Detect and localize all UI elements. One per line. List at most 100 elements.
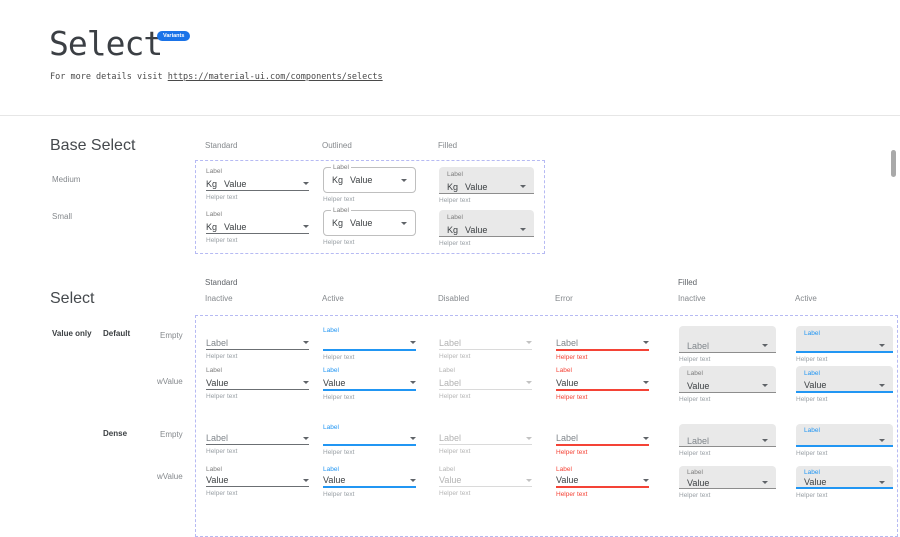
caret-down-icon bbox=[303, 225, 309, 228]
select-field[interactable]: Value bbox=[206, 474, 309, 487]
select-value: Label bbox=[439, 377, 462, 388]
helper-text: Helper text bbox=[206, 194, 238, 201]
select-label: Label bbox=[804, 370, 820, 377]
select-label: Label bbox=[804, 469, 820, 476]
select-field[interactable]: Value bbox=[439, 474, 532, 487]
adornment: Kg bbox=[447, 181, 459, 192]
select-field[interactable]: Kg Value bbox=[206, 177, 309, 191]
select-field[interactable] bbox=[323, 432, 416, 446]
scrollbar-thumb[interactable] bbox=[891, 150, 896, 177]
select-field[interactable]: Value bbox=[206, 376, 309, 390]
select-default-empty-standard-active: Label Helper text bbox=[323, 326, 416, 361]
value-text: Value bbox=[224, 221, 247, 232]
material-ui-link[interactable]: https://material-ui.com/components/selec… bbox=[167, 72, 383, 82]
select-field[interactable]: Value bbox=[556, 474, 649, 488]
select-dense-empty-standard-inactive: Label Helper text bbox=[206, 424, 309, 455]
select-states-frame: Label Helper text Label Helper text Label Hel… bbox=[195, 315, 898, 537]
helper-text: Helper text bbox=[206, 237, 238, 244]
select-field[interactable]: Label bbox=[439, 336, 532, 350]
select-field[interactable]: Label bbox=[796, 326, 893, 353]
select-field[interactable]: Label bbox=[679, 326, 776, 353]
select-field[interactable]: Label Kg Value bbox=[439, 210, 534, 237]
base-select-medium-standard: Label Kg Value Helper text bbox=[206, 167, 309, 201]
select-field[interactable]: Value bbox=[323, 376, 416, 391]
caret-down-icon bbox=[303, 182, 309, 185]
helper-text: Helper text bbox=[679, 492, 711, 499]
select-field[interactable]: Label bbox=[439, 432, 532, 445]
select-label: Label bbox=[206, 367, 222, 374]
helper-text: Helper text bbox=[556, 394, 588, 401]
header-divider bbox=[0, 115, 900, 116]
select-label: Label bbox=[556, 466, 572, 473]
select-field[interactable]: Value bbox=[556, 376, 649, 391]
select-value: Value bbox=[556, 475, 579, 485]
select-dense-wvalue-standard-error: Label Value Helper text bbox=[556, 466, 649, 498]
select-field[interactable]: Kg Value bbox=[206, 220, 309, 234]
select-value: Label bbox=[556, 433, 579, 443]
value-text: Value bbox=[224, 178, 247, 189]
select-field[interactable]: Label bbox=[206, 432, 309, 445]
base-row-label-small: Small bbox=[52, 212, 73, 221]
base-select-small-outlined: Label Kg Value Helper text bbox=[323, 207, 416, 246]
caret-down-icon bbox=[879, 438, 885, 442]
select-field[interactable]: Label bbox=[679, 424, 776, 447]
base-select-medium-filled: Label Kg Value Helper text bbox=[439, 167, 534, 204]
select-dense-empty-standard-disabled: Label Helper text bbox=[439, 424, 532, 455]
select-value: Kg Value bbox=[206, 222, 299, 232]
select-field[interactable]: Value bbox=[323, 474, 416, 488]
select-field[interactable] bbox=[323, 336, 416, 351]
select-label: Label bbox=[323, 327, 339, 334]
caret-down-icon bbox=[410, 478, 416, 482]
helper-text: Helper text bbox=[679, 356, 711, 363]
helper-text: Helper text bbox=[556, 354, 588, 361]
helper-text: Helper text bbox=[439, 393, 471, 400]
select-value: Value bbox=[206, 475, 229, 485]
helper-text: Helper text bbox=[796, 356, 828, 363]
caret-down-icon bbox=[762, 384, 768, 387]
helper-text: Helper text bbox=[556, 449, 588, 456]
value-text: Value bbox=[465, 181, 488, 192]
select-label: Label bbox=[804, 427, 820, 434]
select-value: Kg Value bbox=[332, 175, 397, 185]
caret-down-icon bbox=[643, 436, 649, 440]
select-dense-wvalue-filled-inactive: Label Value Helper text bbox=[679, 466, 776, 499]
column-header-std-inactive: Inactive bbox=[205, 294, 233, 303]
select-label: Label bbox=[447, 214, 463, 221]
caret-down-icon bbox=[410, 341, 416, 344]
caret-down-icon bbox=[410, 381, 416, 384]
caret-down-icon bbox=[303, 341, 309, 344]
select-field[interactable]: Label bbox=[556, 336, 649, 351]
select-label: Label bbox=[447, 171, 463, 178]
adornment: Kg bbox=[447, 224, 459, 235]
base-column-header-outlined: Outlined bbox=[322, 141, 352, 150]
select-field[interactable]: Label Kg Value bbox=[323, 164, 416, 193]
caret-down-icon bbox=[879, 343, 885, 347]
select-label: Label bbox=[323, 466, 339, 473]
helper-text: Helper text bbox=[206, 448, 238, 455]
select-field[interactable]: Label bbox=[556, 432, 649, 446]
caret-down-icon bbox=[401, 221, 407, 225]
page-title: Select bbox=[49, 24, 163, 63]
base-column-header-filled: Filled bbox=[438, 141, 458, 150]
select-dense-empty-filled-inactive: Label Helper text bbox=[679, 424, 776, 457]
helper-text: Helper text bbox=[796, 450, 828, 457]
select-field[interactable]: Label Value bbox=[796, 366, 893, 393]
helper-text: Helper text bbox=[796, 396, 828, 403]
adornment: Kg bbox=[206, 221, 218, 232]
column-header-filled-active: Active bbox=[795, 294, 817, 303]
select-field[interactable]: Label bbox=[206, 336, 309, 350]
helper-text: Helper text bbox=[323, 394, 355, 401]
select-field[interactable]: Label Value bbox=[679, 466, 776, 489]
select-field[interactable]: Label Kg Value bbox=[439, 167, 534, 194]
select-field[interactable]: Label Kg Value bbox=[323, 207, 416, 236]
caret-down-icon bbox=[879, 480, 885, 484]
select-field[interactable]: Label bbox=[796, 424, 893, 447]
caret-down-icon bbox=[520, 185, 526, 188]
caret-down-icon bbox=[303, 381, 309, 384]
select-field[interactable]: Label bbox=[439, 376, 532, 390]
select-field[interactable]: Label Value bbox=[796, 466, 893, 489]
adornment: Kg bbox=[206, 178, 218, 189]
group-header-filled: Filled bbox=[678, 278, 698, 287]
select-dense-empty-standard-active: Label Helper text bbox=[323, 424, 416, 456]
select-field[interactable]: Label Value bbox=[679, 366, 776, 393]
